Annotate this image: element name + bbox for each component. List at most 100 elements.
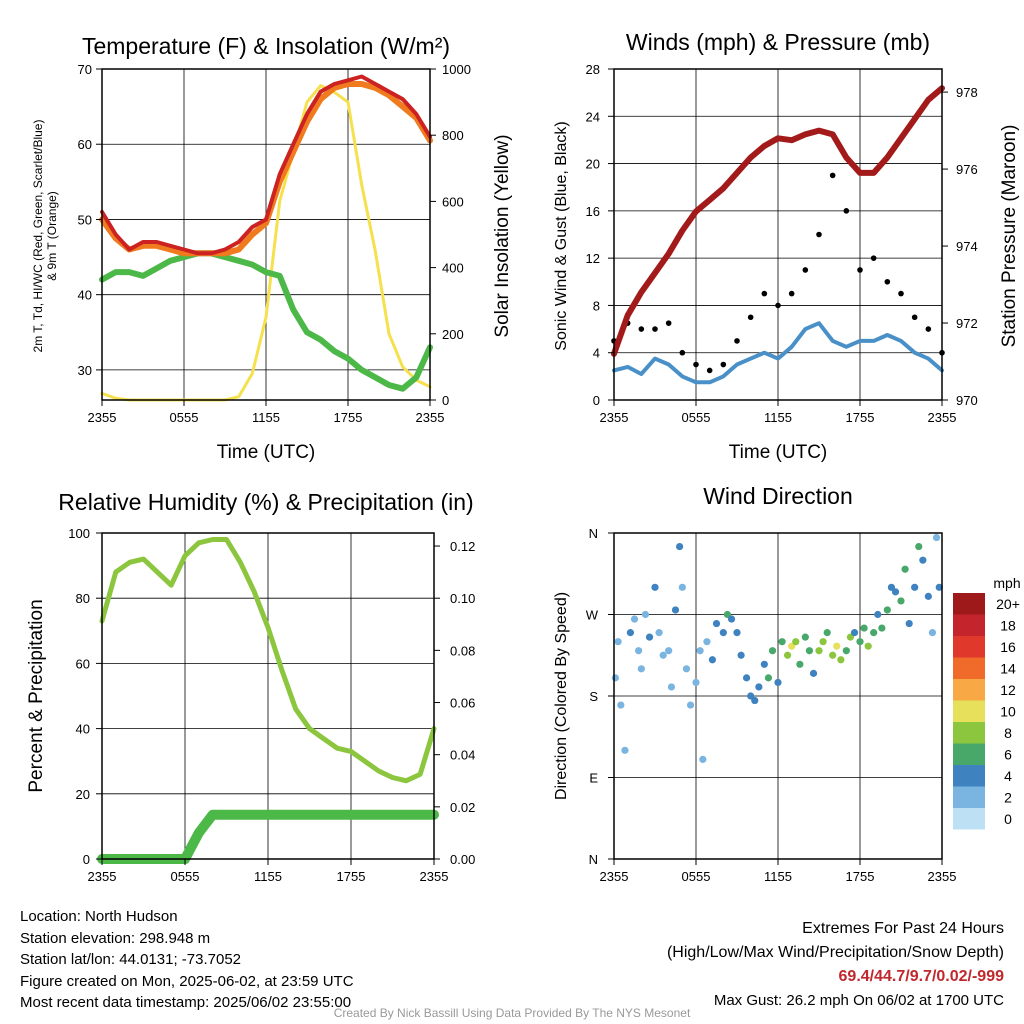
direction-point	[860, 624, 868, 632]
y-tick-label: 60	[78, 137, 92, 152]
y2-tick-label: 400	[442, 261, 464, 276]
x-tick-label: 1755	[334, 410, 363, 425]
direction-point	[792, 638, 800, 646]
direction-point	[630, 615, 639, 623]
y-axis-label: Direction (Colored By Speed)	[553, 592, 570, 800]
direction-point	[719, 629, 727, 637]
y2-tick-label: 0.00	[450, 852, 475, 867]
legend-swatch	[953, 786, 985, 808]
x-tick-label: 1155	[254, 869, 282, 884]
legend-label: 2	[1004, 790, 1012, 806]
y2-tick-label: 0.08	[450, 643, 475, 658]
y2-tick-label: 0.02	[450, 800, 475, 815]
legend-label: 8	[1004, 725, 1012, 741]
chart-title-direction: Wind Direction	[703, 483, 853, 509]
legend-swatch	[953, 593, 985, 615]
y-tick-label: 80	[76, 591, 90, 606]
direction-point	[645, 633, 654, 641]
y-tick-label: 40	[76, 722, 90, 737]
x-tick-label: 2355	[928, 869, 957, 884]
y-tick-label: 30	[78, 363, 92, 378]
direction-point	[833, 642, 841, 650]
legend-label: 10	[1000, 704, 1016, 720]
direction-point	[641, 610, 650, 619]
direction-point	[883, 606, 891, 614]
direction-point	[915, 542, 923, 551]
direction-point	[678, 583, 686, 591]
gust-point	[870, 255, 877, 261]
direction-point	[842, 647, 850, 655]
y-tick-label: W	[586, 608, 599, 623]
legend-label: 20+	[996, 596, 1020, 612]
gust-point	[720, 361, 727, 368]
direction-point	[864, 642, 872, 650]
y-tick-label: 50	[78, 212, 92, 227]
x-tick-label: 2355	[928, 410, 957, 425]
direction-point	[932, 533, 941, 542]
y2-tick-label: 800	[442, 128, 464, 143]
legend-swatch	[953, 636, 985, 658]
y2-tick-label: 972	[956, 316, 978, 331]
y2-tick-label: 976	[956, 162, 978, 177]
y-axis-label: Sonic Wind & Gust (Blue, Black)	[553, 121, 570, 350]
gust-point	[734, 338, 740, 344]
x-tick-label: 1155	[764, 869, 792, 884]
extremes-subheading: (High/Low/Max Wind/Precipitation/Snow De…	[666, 944, 1004, 961]
y-tick-label: 20	[76, 787, 90, 802]
y2-tick-label: 1000	[442, 62, 471, 77]
chart-title-rh: Relative Humidity (%) & Precipitation (i…	[58, 489, 473, 515]
direction-point	[635, 647, 643, 655]
legend-swatch	[953, 614, 985, 636]
y-tick-label: 12	[586, 251, 600, 266]
direction-point	[696, 647, 704, 655]
legend-swatch	[953, 743, 985, 765]
gust-point	[843, 208, 850, 214]
legend-label: 12	[1000, 682, 1016, 698]
direction-point	[829, 651, 837, 659]
x-axis-label: Time (UTC)	[729, 442, 828, 463]
gust-point	[761, 290, 768, 297]
series-rh	[99, 537, 437, 784]
gust-point	[925, 326, 932, 332]
chart-title-temperature: Temperature (F) & Insolation (W/m²)	[82, 33, 450, 59]
direction-point	[755, 683, 763, 691]
y2-tick-label: 978	[956, 85, 978, 100]
legend-swatch	[953, 722, 985, 744]
gust-point	[884, 278, 891, 285]
y-tick-label: N	[589, 526, 598, 541]
direction-point	[897, 597, 905, 605]
series-pressure	[611, 85, 945, 357]
direction-point	[891, 588, 900, 596]
direction-point	[671, 606, 680, 614]
direction-point	[667, 683, 676, 691]
x-tick-label: 1155	[764, 410, 792, 425]
direction-point	[682, 665, 691, 673]
direction-point	[856, 638, 864, 646]
y2-tick-label: 0	[442, 393, 449, 408]
direction-point	[924, 592, 932, 600]
direction-point	[621, 746, 629, 754]
direction-point	[665, 647, 673, 655]
direction-point	[617, 701, 625, 709]
gust-point	[652, 326, 658, 332]
direction-point	[760, 660, 768, 668]
legend-swatch	[953, 657, 985, 679]
direction-point	[712, 619, 721, 628]
y-tick-label: E	[589, 771, 598, 786]
y2-tick-label: 0.04	[450, 748, 475, 763]
direction-point	[783, 651, 792, 659]
y-axis-label: Percent & Precipitation	[26, 599, 47, 792]
x-tick-label: 2355	[88, 869, 117, 884]
max-gust: Max Gust: 26.2 mph On 06/02 at 1700 UTC	[713, 992, 1004, 1009]
x-tick-label: 2355	[416, 410, 445, 425]
direction-point	[878, 624, 886, 632]
gust-point	[829, 172, 836, 179]
direction-point	[837, 656, 845, 664]
station-elevation: Station elevation: 298.948 m	[20, 929, 211, 947]
y-tick-label: 28	[586, 62, 600, 77]
gust-point	[747, 314, 754, 321]
extremes-panel: Extremes For Past 24 Hours (High/Low/Max…	[667, 917, 1004, 1013]
y2-tick-label: 974	[956, 239, 978, 254]
